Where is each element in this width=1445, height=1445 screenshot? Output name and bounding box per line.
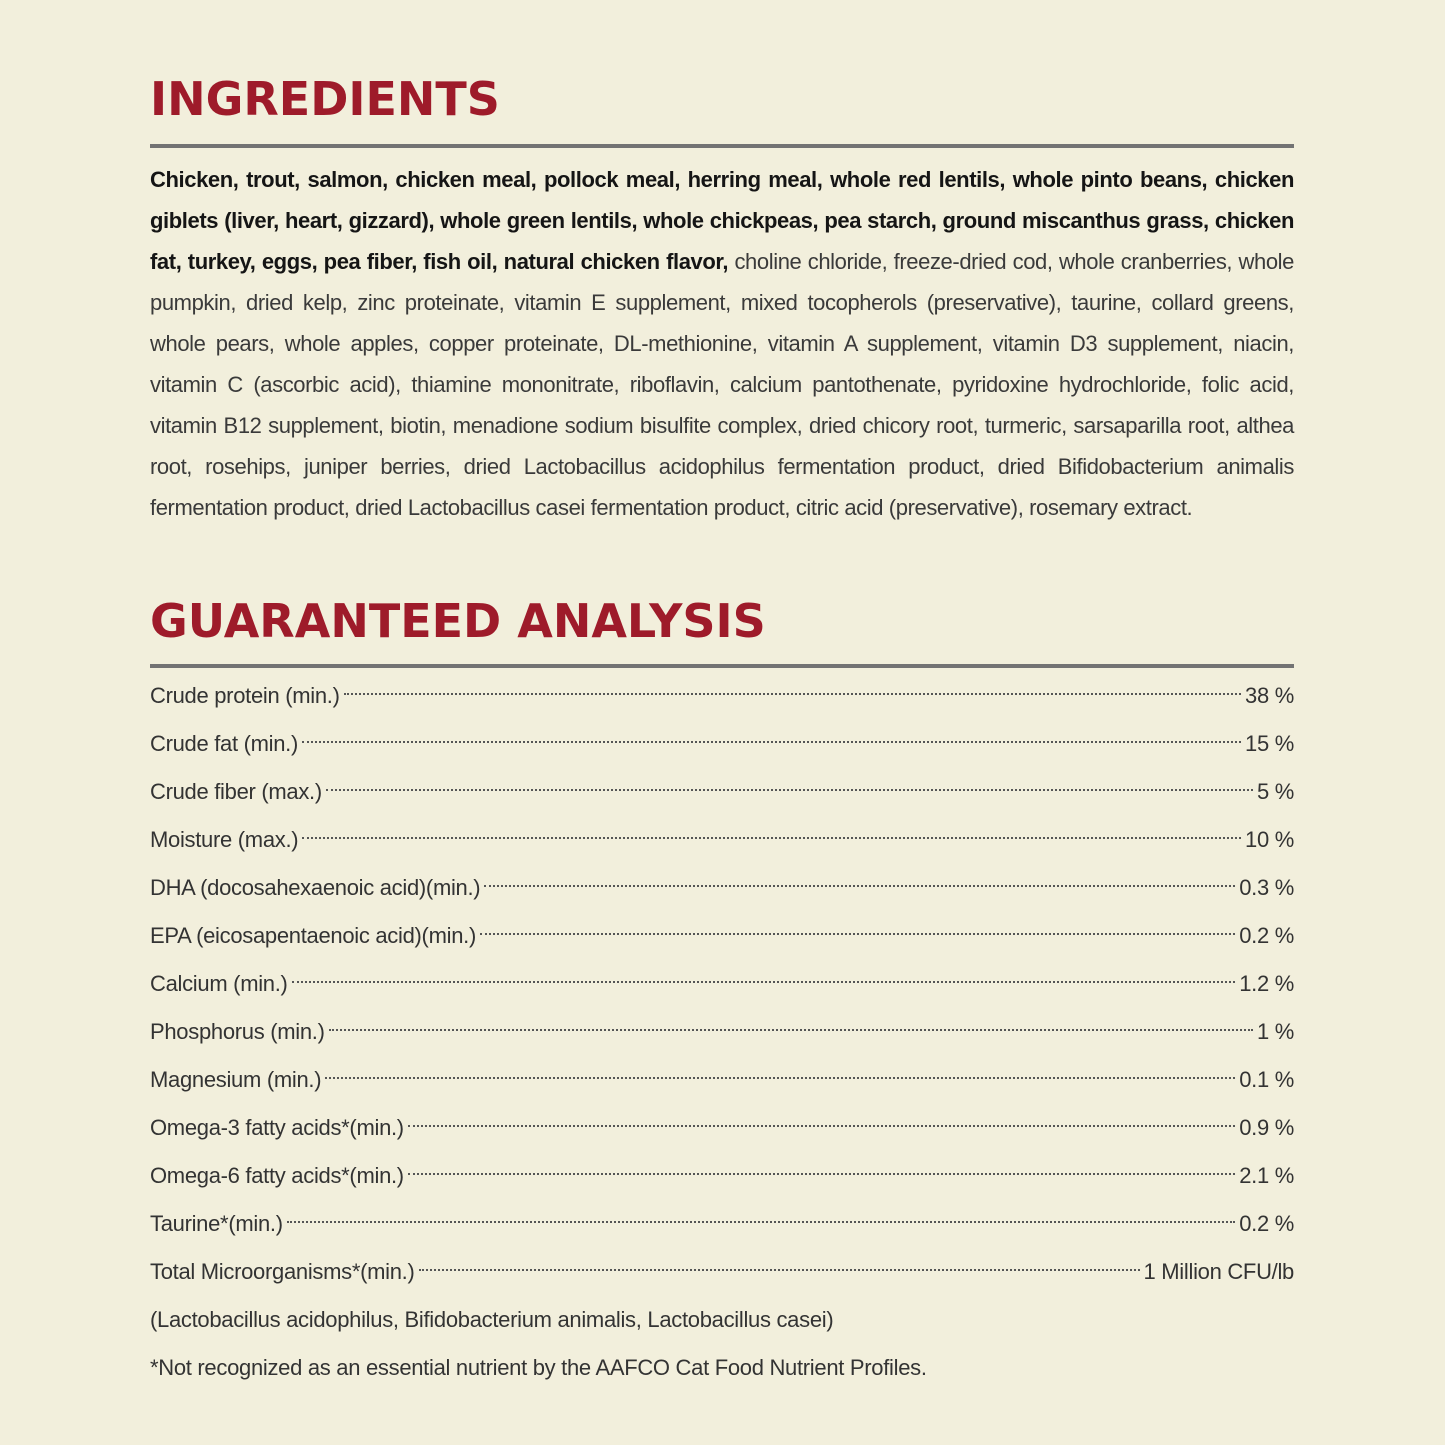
nutrient-label: Moisture (max.) [150,827,299,852]
nutrient-label: Crude fat (min.) [150,731,299,756]
dot-leader [343,693,1242,695]
nutrient-label: Magnesium (min.) [150,1067,322,1092]
analysis-row: Crude fiber (max.) 5 % [150,768,1294,816]
nutrient-label: Crude protein (min.) [150,683,340,708]
nutrient-label: Omega-3 fatty acids*(min.) [150,1115,404,1140]
dot-leader [325,789,1253,791]
footnote: *Not recognized as an essential nutrient… [150,1355,927,1380]
nutrient-value: 2.1 % [1239,1163,1294,1188]
analysis-row: Moisture (max.) 10 % [150,816,1294,864]
dot-leader [325,1077,1236,1079]
ingredients-list: Chicken, trout, salmon, chicken meal, po… [150,159,1294,528]
nutrient-value: 0.2 % [1239,923,1294,948]
analysis-row: EPA (eicosapentaenoic acid)(min.) 0.2 % [150,912,1294,960]
divider [150,664,1294,668]
analysis-row: Omega-6 fatty acids*(min.) 2.1 % [150,1152,1294,1200]
nutrient-value: 0.9 % [1239,1115,1294,1140]
analysis-row: Magnesium (min.) 0.1 % [150,1056,1294,1104]
dot-leader [328,1029,1253,1031]
dot-leader [407,1125,1236,1127]
analysis-section: GUARANTEED ANALYSIS Crude protein (min.)… [150,598,1294,1392]
nutrient-label: DHA (docosahexaenoic acid)(min.) [150,875,481,900]
nutrient-value: 1.2 % [1239,971,1294,996]
nutrient-label: EPA (eicosapentaenoic acid)(min.) [150,923,476,948]
dot-leader [291,981,1236,983]
dot-leader [302,741,1242,743]
analysis-title: GUARANTEED ANALYSIS [150,594,766,648]
dot-leader [286,1221,1236,1223]
dot-leader [479,933,1236,935]
ingredients-title: INGREDIENTS [150,72,500,126]
divider [150,144,1294,148]
nutrient-value: 5 % [1256,779,1294,804]
dot-leader [407,1173,1236,1175]
dot-leader [302,837,1242,839]
analysis-row: Crude protein (min.) 38 % [150,672,1294,720]
nutrient-value: 38 % [1245,683,1294,708]
nutrient-value: 0.2 % [1239,1211,1294,1236]
nutrient-label: Omega-6 fatty acids*(min.) [150,1163,404,1188]
nutrient-value: 10 % [1245,827,1294,852]
analysis-row: Crude fat (min.) 15 % [150,720,1294,768]
analysis-row: DHA (docosahexaenoic acid)(min.) 0.3 % [150,864,1294,912]
nutrient-value: 1 Million CFU/lb [1143,1259,1295,1284]
nutrient-value: 0.3 % [1239,875,1294,900]
microorganisms-note: (Lactobacillus acidophilus, Bifidobacter… [150,1307,834,1332]
analysis-row: Total Microorganisms*(min.) 1 Million CFU… [150,1248,1294,1296]
analysis-row: Phosphorus (min.) 1 % [150,1008,1294,1056]
nutrient-label: Total Microorganisms*(min.) [150,1259,415,1284]
ingredients-minor: choline chloride, freeze-dried cod, whol… [150,249,1294,520]
dot-leader [484,885,1236,887]
analysis-row: Taurine*(min.) 0.2 % [150,1200,1294,1248]
nutrient-label: Crude fiber (max.) [150,779,322,804]
analysis-row: Calcium (min.) 1.2 % [150,960,1294,1008]
nutrient-label: Taurine*(min.) [150,1211,283,1236]
nutrient-value: 0.1 % [1239,1067,1294,1092]
nutrient-label: Calcium (min.) [150,971,288,996]
analysis-table: Crude protein (min.) 38 % Crude fat (min.)… [150,672,1294,1296]
ingredients-section: INGREDIENTS Chicken, trout, salmon, chic… [150,76,1294,528]
nutrient-value: 15 % [1245,731,1294,756]
ingredients-main: Chicken, trout, salmon, chicken meal, po… [150,167,1294,274]
analysis-row: Omega-3 fatty acids*(min.) 0.9 % [150,1104,1294,1152]
nutrient-label: Phosphorus (min.) [150,1019,325,1044]
nutrient-value: 1 % [1256,1019,1294,1044]
dot-leader [418,1269,1140,1271]
